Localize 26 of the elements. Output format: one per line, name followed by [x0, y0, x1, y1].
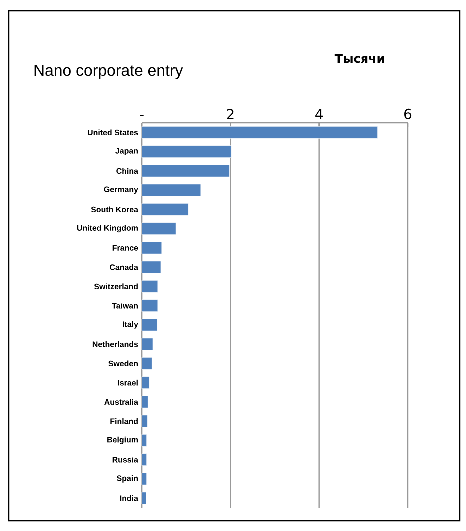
- x-tick-label: 4: [316, 109, 323, 120]
- bar: [142, 492, 147, 505]
- bar: [142, 434, 148, 447]
- x-tick-label: -: [140, 115, 144, 116]
- bar: [142, 396, 148, 408]
- bar: [142, 164, 230, 178]
- bar: [142, 300, 158, 312]
- x-tick-label: 2: [227, 109, 234, 120]
- bar: [142, 415, 148, 428]
- bar: [142, 280, 158, 293]
- chart-title: Nano corporate entry: [34, 65, 184, 80]
- bar: [142, 472, 148, 486]
- bar: [142, 242, 162, 254]
- x-axis-title: Тысячи: [334, 54, 384, 64]
- bar: [142, 454, 148, 466]
- x-tick-label: 6: [404, 108, 412, 120]
- bar: [142, 376, 150, 390]
- bar: [142, 126, 378, 139]
- bar: [142, 184, 202, 197]
- bar: [142, 222, 176, 236]
- bar: [142, 146, 232, 158]
- bar: [142, 261, 162, 274]
- bar: [142, 203, 189, 216]
- bar: [142, 318, 158, 332]
- bar: [142, 357, 152, 370]
- bar: [142, 338, 154, 351]
